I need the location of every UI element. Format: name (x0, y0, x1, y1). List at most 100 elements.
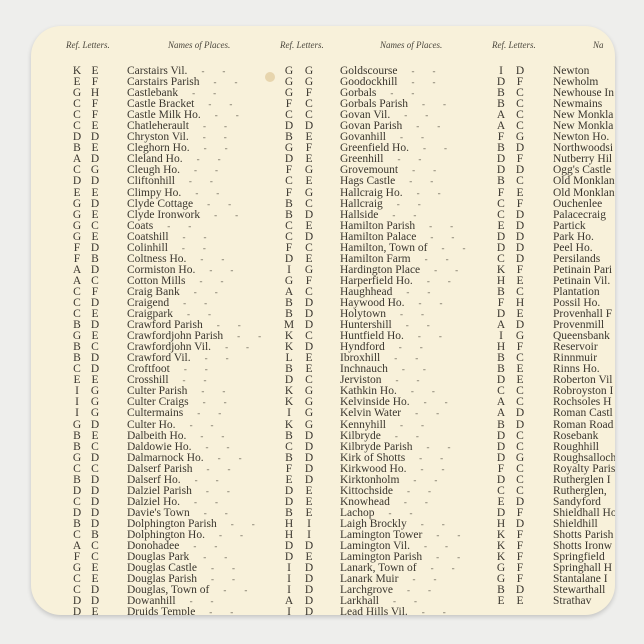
place-name: Colinhill (127, 242, 206, 254)
place-name: Lead Hills Vil. (340, 607, 446, 615)
ref-letter: G (304, 385, 314, 398)
ref-letter: E (305, 484, 313, 497)
ref-letter: D (90, 451, 100, 464)
place-name: Croftfoot (127, 363, 208, 375)
ref-letter: E (91, 186, 99, 199)
ref-letter: I (287, 584, 291, 597)
ref-letter: C (285, 230, 293, 243)
ref-letter: D (515, 407, 525, 420)
place-name: Shieldhill (553, 517, 598, 530)
ref-letter: G (90, 164, 100, 177)
place-name: Partick (553, 219, 586, 232)
ref-letter: D (304, 429, 314, 442)
ref-letter: E (91, 230, 99, 243)
ref-letter: F (305, 87, 313, 100)
ref-letter: B (91, 528, 99, 541)
place-name: Northwoodsi (553, 142, 614, 155)
place-name: Climpy Ho. (127, 187, 219, 199)
ref-letter: C (305, 330, 313, 343)
ref-letter: H (284, 528, 294, 541)
ref-letter: D (284, 252, 294, 265)
place-name: Rinnmuir (553, 352, 598, 365)
ref-letter: A (72, 263, 82, 276)
ref-letter: E (305, 219, 313, 232)
place-name: Rosebank (553, 429, 599, 442)
ref-letter: K (496, 540, 506, 553)
place-name: Inchnauch (340, 363, 426, 375)
ref-letter: F (516, 76, 524, 89)
ref-letter: C (73, 109, 81, 122)
document-page: Ref. Letters. Names of Places. Ref. Lett… (31, 26, 615, 615)
ref-letter: C (305, 197, 313, 210)
place-name: Provenmill (553, 319, 605, 332)
ref-letter: C (516, 440, 524, 453)
place-name: Douglas Parish (127, 573, 235, 585)
ref-letter: A (496, 109, 506, 122)
ref-letter: B (73, 429, 81, 442)
place-name: Strathav (553, 595, 592, 608)
ref-letter: E (305, 252, 313, 265)
place-name: Jerviston (340, 375, 420, 387)
ref-letter: C (73, 120, 81, 133)
ref-letter: C (305, 241, 313, 254)
place-name: Park Ho. (553, 230, 594, 243)
ref-letter: C (73, 98, 81, 111)
ref-letter: E (516, 186, 524, 199)
ref-letter: C (516, 473, 524, 486)
ref-letter: F (516, 528, 524, 541)
ref-letter: G (284, 274, 294, 287)
ref-letter: D (515, 208, 525, 221)
place-name: Plantation (553, 285, 600, 298)
ref-letter: E (516, 363, 524, 376)
ref-letter: C (73, 285, 81, 298)
place-name: Huntfield Ho. (340, 330, 442, 342)
ref-letter: F (285, 98, 293, 111)
ref-letter: G (284, 87, 294, 100)
place-name: Rutherglen I (553, 473, 611, 486)
ref-letter: C (91, 540, 99, 553)
place-name: Cliftonhill (127, 176, 213, 188)
place-name: Persilands (553, 252, 601, 265)
ref-letter: B (497, 418, 505, 431)
ref-letter: D (304, 562, 314, 575)
ref-letter: K (496, 263, 506, 276)
ref-letter: D (72, 175, 82, 188)
place-name: Newhouse In (553, 87, 614, 100)
place-name: Greenhill (340, 154, 421, 166)
ref-letter: E (73, 76, 81, 89)
place-name: Stewarthall (553, 584, 606, 597)
ref-letter: F (516, 562, 524, 575)
ref-letter: K (284, 418, 294, 431)
place-name: Lamington Parish (340, 551, 460, 563)
place-name: Stantalane I (553, 573, 608, 586)
ref-letter: D (515, 164, 525, 177)
ref-letter: E (305, 352, 313, 365)
ref-letter: D (284, 153, 294, 166)
ref-letter: D (496, 241, 506, 254)
ref-letter: C (516, 87, 524, 100)
place-name: Govan Vil. (340, 109, 428, 121)
place-name: Rochsoles H (553, 396, 612, 409)
ref-letter: D (90, 153, 100, 166)
ref-letter: B (73, 517, 81, 530)
ref-letter: H (496, 341, 506, 354)
ref-letter: C (497, 208, 505, 221)
ref-letter: B (285, 308, 293, 321)
place-name: Dalziel Parish (127, 485, 230, 497)
header-ref-letters-1: Ref. Letters. (66, 40, 110, 50)
place-name: Gorbals Parish (340, 98, 446, 110)
place-name: Cleugh Ho. (127, 165, 218, 177)
ref-letter: C (91, 341, 99, 354)
ref-letter: C (305, 374, 313, 387)
place-name: Springfield (553, 551, 605, 564)
ref-letter: F (516, 506, 524, 519)
ref-letter: D (496, 473, 506, 486)
place-name: Sandyford (553, 495, 601, 508)
place-name: Newton Ho. (553, 131, 610, 144)
place-name: Hardington Place (340, 264, 458, 276)
ref-letter: D (304, 341, 314, 354)
place-name: Newmains (553, 98, 603, 111)
place-name: Castlebank (127, 87, 216, 99)
place-name: Kelvinside Ho. (340, 397, 448, 409)
ref-letter: E (305, 506, 313, 519)
